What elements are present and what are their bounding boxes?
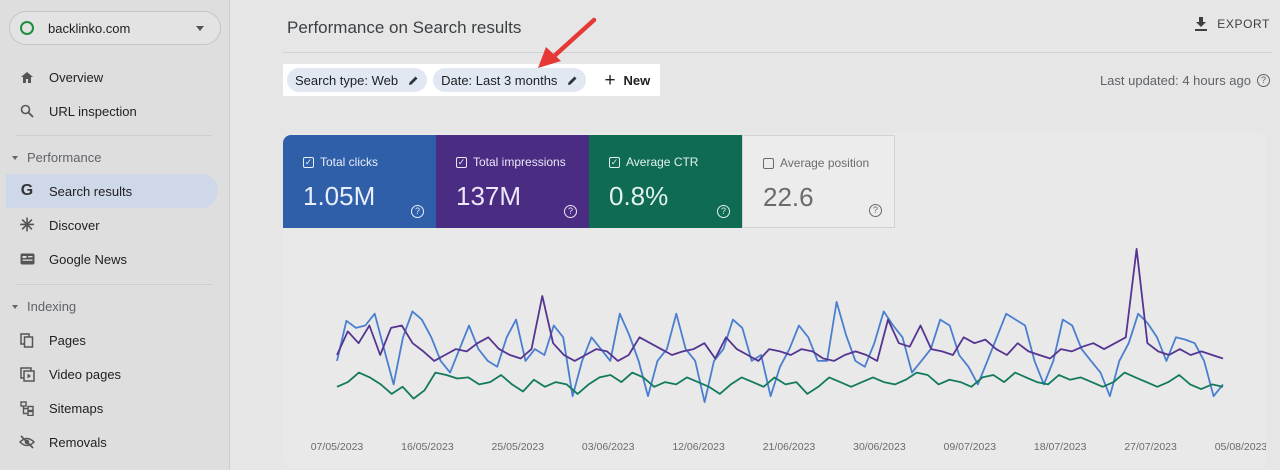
section-label: Performance [27,150,102,165]
help-icon[interactable]: ? [1257,74,1270,87]
sidebar: backlinko.com Overview URL inspection Pe… [0,0,230,470]
metric-label: Average CTR [626,155,699,169]
help-icon[interactable]: ? [411,205,424,218]
checkbox-unchecked-icon[interactable] [763,157,774,169]
sidebar-item-pages[interactable]: Pages [6,323,218,357]
x-tick-label: 09/07/2023 [944,441,997,453]
property-selector[interactable]: backlinko.com [9,11,221,45]
x-tick-label: 12/06/2023 [672,441,725,453]
sidebar-item-label: Removals [49,434,107,450]
section-label: Indexing [27,299,77,314]
pages-icon [18,331,36,349]
sidebar-item-label: Discover [49,217,100,233]
eye-off-icon [18,433,36,451]
plus-icon: + [604,69,616,91]
x-tick-label: 05/08/2023 [1215,441,1266,453]
export-label: EXPORT [1217,17,1270,31]
sidebar-item-label: Google News [49,251,128,267]
header-divider [283,52,1272,53]
sidebar-item-discover[interactable]: ✳ Discover [6,208,218,242]
sidebar-item-sitemaps[interactable]: Sitemaps [6,391,218,425]
sitemap-icon [18,399,36,417]
metric-value: 22.6 [763,182,814,212]
section-indexing[interactable]: Indexing [12,299,76,314]
chip-label: Date: Last 3 months [441,72,558,88]
last-updated: Last updated: 4 hours ago ? [1100,73,1270,88]
metric-value: 0.8% [609,181,669,211]
date-filter-chip[interactable]: Date: Last 3 months [433,68,587,92]
performance-line-chart: 07/05/2023 16/05/2023 25/05/2023 03/06/2023… [311,248,1266,453]
sidebar-item-search-results[interactable]: G Search results [6,174,218,208]
metric-label: Average position [780,156,870,170]
checkbox-checked-icon[interactable]: ✓ [456,156,467,168]
metric-label: Total clicks [320,155,379,169]
sidebar-item-label: Overview [49,69,104,85]
news-icon [18,250,36,268]
add-filter-button[interactable]: + New [604,71,650,90]
checkbox-checked-icon[interactable]: ✓ [609,156,620,168]
x-tick-label: 16/05/2023 [401,441,454,453]
sidebar-item-label: URL inspection [49,103,137,119]
x-tick-label: 27/07/2023 [1124,441,1177,453]
help-icon[interactable]: ? [564,205,577,218]
asterisk-icon: ✳ [19,214,35,235]
help-icon[interactable]: ? [717,205,730,218]
x-tick-label: 30/06/2023 [853,441,906,453]
page-title: Performance on Search results [287,18,522,37]
series-line-total-clicks [336,300,1224,404]
home-icon [18,68,36,86]
sidebar-item-label: Pages [49,332,86,348]
search-type-filter-chip[interactable]: Search type: Web [287,68,428,92]
sidebar-item-label: Search results [49,183,133,199]
sidebar-item-label: Sitemaps [49,400,104,416]
metric-average-ctr[interactable]: ✓ Average CTR 0.8% ? [589,135,742,228]
google-g-icon: G [20,182,34,199]
performance-card: ✓ Total clicks 1.05M ? ✓ Total impressions… [283,133,1266,469]
metric-total-impressions[interactable]: ✓ Total impressions 137M ? [436,135,589,228]
x-tick-label: 03/06/2023 [582,441,635,453]
new-label: New [623,72,651,88]
metric-average-position[interactable]: Average position 22.6 ? [742,135,895,228]
sidebar-item-label: Video pages [49,366,122,382]
sidebar-item-url-inspection[interactable]: URL inspection [6,94,218,128]
collapse-caret-icon [12,304,18,309]
annotation-arrow-icon [538,17,597,68]
collapse-caret-icon [12,155,18,160]
download-icon [1195,17,1208,31]
series-line-average-ctr [336,371,1224,400]
chevron-down-icon [196,25,204,31]
metric-value: 1.05M [303,181,376,211]
divider [16,135,212,136]
help-icon[interactable]: ? [869,204,882,217]
section-performance[interactable]: Performance [12,150,101,165]
x-tick-label: 21/06/2023 [763,441,816,453]
chip-label: Search type: Web [295,72,399,88]
metric-total-clicks[interactable]: ✓ Total clicks 1.05M ? [283,135,436,228]
video-pages-icon [18,365,36,383]
sidebar-item-overview[interactable]: Overview [6,60,218,94]
sidebar-item-video-pages[interactable]: Video pages [6,357,218,391]
metric-label: Total impressions [473,155,566,169]
property-status-icon [20,21,34,35]
series-line-total-impressions [336,248,1224,362]
search-icon [18,102,36,120]
metric-value: 137M [456,181,522,211]
x-tick-label: 07/05/2023 [311,441,364,453]
edit-pencil-icon [568,76,577,85]
export-button[interactable]: EXPORT [1195,17,1270,31]
x-tick-label: 18/07/2023 [1034,441,1087,453]
divider [16,284,212,285]
property-name: backlinko.com [48,20,131,36]
sidebar-item-removals[interactable]: Removals [6,425,218,459]
sidebar-item-google-news[interactable]: Google News [6,242,218,276]
checkbox-checked-icon[interactable]: ✓ [303,156,314,168]
last-updated-text: Last updated: 4 hours ago [1099,73,1251,88]
x-tick-label: 25/05/2023 [492,441,545,453]
edit-pencil-icon [409,76,418,85]
filter-bar: Search type: Web Date: Last 3 months + N… [283,64,660,96]
